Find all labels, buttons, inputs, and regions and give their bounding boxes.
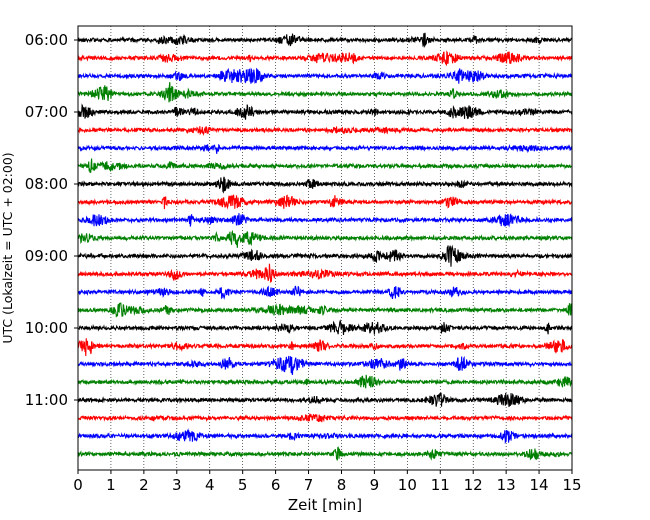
trace-line bbox=[77, 374, 573, 389]
trace-line bbox=[77, 319, 573, 335]
y-tick-label: 06:00 bbox=[25, 31, 68, 49]
grid bbox=[110, 26, 540, 470]
trace-line bbox=[77, 263, 573, 283]
trace-line bbox=[77, 244, 573, 267]
x-tick-label: 10 bbox=[398, 476, 417, 494]
trace-line bbox=[77, 338, 573, 357]
trace-line bbox=[77, 194, 573, 210]
trace-line bbox=[77, 125, 573, 137]
x-tick-label: 8 bbox=[337, 476, 347, 494]
trace-line bbox=[77, 50, 573, 67]
x-tick-label: 12 bbox=[464, 476, 483, 494]
x-tick-label: 14 bbox=[530, 476, 549, 494]
x-tick-label: 1 bbox=[106, 476, 116, 494]
x-tick-label: 11 bbox=[431, 476, 450, 494]
y-tick-label: 09:00 bbox=[25, 247, 68, 265]
plot-background bbox=[78, 26, 572, 470]
trace-line bbox=[77, 413, 573, 423]
trace-line bbox=[77, 158, 573, 173]
trace-line bbox=[77, 32, 573, 48]
x-tick-label: 3 bbox=[172, 476, 182, 494]
x-tick-label: 7 bbox=[304, 476, 314, 494]
x-axis-label: Zeit [min] bbox=[288, 496, 362, 514]
x-tick-label: 9 bbox=[370, 476, 380, 494]
trace-line bbox=[77, 229, 573, 248]
y-axis: 06:00 07:00 08:00 09:00 10:00 11:00 bbox=[25, 31, 78, 409]
x-tick-label: 4 bbox=[205, 476, 215, 494]
trace-line bbox=[77, 176, 573, 194]
plot-frame bbox=[77, 25, 573, 471]
y-tick-label: 11:00 bbox=[25, 391, 68, 409]
trace-line bbox=[77, 82, 573, 103]
trace-line bbox=[77, 143, 573, 154]
traces bbox=[77, 32, 573, 461]
x-tick-label: 5 bbox=[238, 476, 248, 494]
y-tick-label: 08:00 bbox=[25, 175, 68, 193]
trace-line bbox=[77, 302, 573, 318]
x-axis: 0 1 2 3 4 5 6 7 8 9 10 11 12 13 14 15 bbox=[73, 470, 582, 494]
x-tick-label: 15 bbox=[562, 476, 581, 494]
y-axis-label: UTC (Lokalzeit = UTC + 02:00) bbox=[0, 152, 15, 343]
x-tick-label: 6 bbox=[271, 476, 281, 494]
y-tick-label: 07:00 bbox=[25, 103, 68, 121]
trace-line bbox=[77, 428, 573, 445]
trace-line bbox=[77, 285, 573, 300]
x-tick-label: 13 bbox=[497, 476, 516, 494]
y-tick-label: 10:00 bbox=[25, 319, 68, 337]
trace-line bbox=[77, 392, 573, 408]
trace-line bbox=[77, 355, 573, 376]
trace-line bbox=[77, 446, 573, 461]
trace-line bbox=[77, 67, 573, 84]
x-tick-label: 2 bbox=[139, 476, 149, 494]
x-tick-label: 0 bbox=[73, 476, 83, 494]
trace-line bbox=[77, 103, 573, 120]
trace-line bbox=[77, 213, 573, 228]
